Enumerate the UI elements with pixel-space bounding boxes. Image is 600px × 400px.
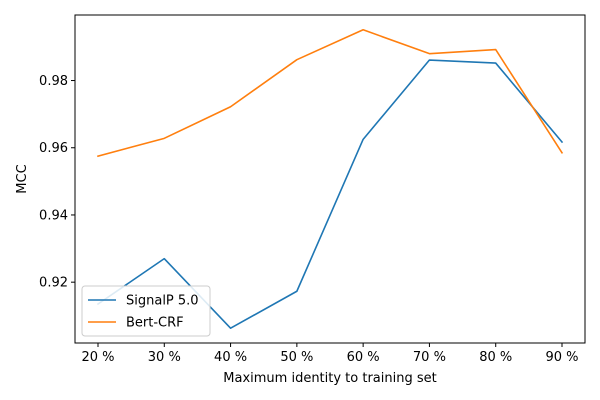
y-axis-ticks: 0.92 0.94 0.96 0.98	[39, 74, 75, 291]
series-line-2	[97, 28, 564, 158]
y-tick-label: 0.96	[39, 141, 68, 156]
y-tick-label: 0.92	[39, 276, 68, 291]
x-axis-ticks: 20 % 30 % 40 % 50 % 60 % 70 % 80 % 90 %	[81, 343, 579, 365]
x-tick-label: 60 %	[347, 350, 380, 365]
series-lines	[96, 28, 564, 330]
y-tick-label: 0.94	[39, 208, 68, 223]
x-tick-label: 40 %	[214, 350, 247, 365]
legend: SignalP 5.0 Bert-CRF	[81, 285, 211, 337]
x-tick-label: 70 %	[413, 350, 446, 365]
series-line-1	[96, 59, 564, 330]
x-tick-label: 20 %	[81, 350, 114, 365]
y-tick-label: 0.98	[39, 74, 68, 89]
x-tick-label: 90 %	[545, 350, 578, 365]
y-axis-title: MCC	[15, 164, 30, 193]
legend-box	[81, 285, 211, 337]
legend-label: Bert-CRF	[126, 316, 184, 331]
plot-area-border	[74, 14, 586, 344]
x-axis-title: Maximum identity to training set	[223, 371, 436, 386]
legend-label: SignalP 5.0	[126, 294, 199, 309]
x-tick-label: 50 %	[280, 350, 313, 365]
axes-frame	[74, 14, 586, 344]
x-tick-label: 30 %	[148, 350, 181, 365]
x-tick-label: 80 %	[479, 350, 512, 365]
